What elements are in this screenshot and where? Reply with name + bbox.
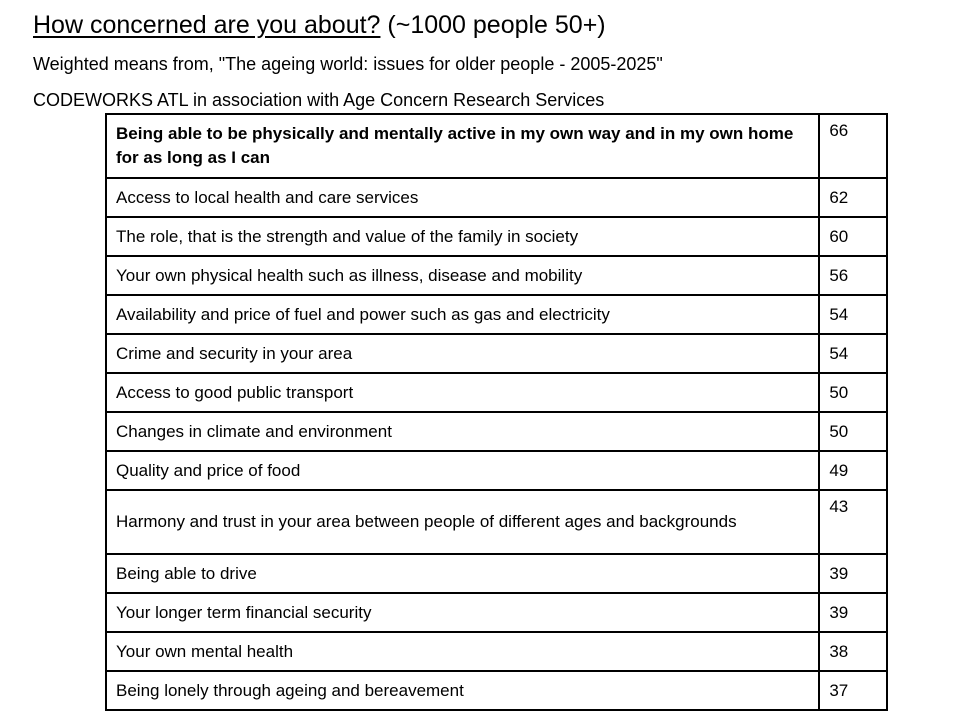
issue-cell: Access to good public transport [104,372,821,413]
table-row: Your own physical health such as illness… [104,255,888,296]
score-cell: 62 [818,177,888,218]
score-cell: 56 [818,255,888,296]
table-row: The role, that is the strength and value… [104,216,888,257]
score-cell: 54 [818,333,888,374]
table-row: Crime and security in your area 54 [104,333,888,374]
table-row: Quality and price of food 49 [104,450,888,491]
score-cell: 39 [818,592,888,633]
score-cell: 54 [818,294,888,335]
table-row: Being able to drive 39 [104,553,888,594]
issue-cell: Harmony and trust in your area between p… [104,489,821,555]
issue-cell: Crime and security in your area [104,333,821,374]
score-cell: 60 [818,216,888,257]
table-row: Being lonely through ageing and bereavem… [104,670,888,711]
score-cell: 43 [818,489,888,555]
table-row: Your own mental health 38 [104,631,888,672]
score-cell: 49 [818,450,888,491]
issue-cell: Being lonely through ageing and bereavem… [104,670,821,711]
issue-cell: Your longer term financial security [104,592,821,633]
score-cell: 37 [818,670,888,711]
table-row: Access to local health and care services… [104,177,888,218]
subtitle: Weighted means from, "The ageing world: … [33,54,663,74]
table-row: Harmony and trust in your area between p… [104,489,888,555]
issue-cell: Being able to be physically and mentally… [104,113,821,179]
concern-table: Being able to be physically and mentally… [104,113,888,711]
page-title: How concerned are you about? (~1000 peop… [33,10,606,40]
score-cell: 38 [818,631,888,672]
score-cell: 50 [818,372,888,413]
issue-cell: The role, that is the strength and value… [104,216,821,257]
table-row: Your longer term financial security 39 [104,592,888,633]
issue-cell: Being able to drive [104,553,821,594]
score-cell: 50 [818,411,888,452]
issue-cell: Your own physical health such as illness… [104,255,821,296]
table-row: Access to good public transport 50 [104,372,888,413]
title-main: How concerned are you about? [33,11,381,39]
issue-cell: Quality and price of food [104,450,821,491]
table-row: Changes in climate and environment 50 [104,411,888,452]
table-row: Availability and price of fuel and power… [104,294,888,335]
issue-cell: Your own mental health [104,631,821,672]
issue-cell: Changes in climate and environment [104,411,821,452]
issue-cell: Access to local health and care services [104,177,821,218]
title-sample-size: (~1000 people 50+) [380,11,606,39]
score-cell: 66 [818,113,888,179]
score-cell: 39 [818,553,888,594]
table-row: Being able to be physically and mentally… [104,113,888,179]
source-credit: CODEWORKS ATL in association with Age Co… [33,90,605,110]
issue-cell: Availability and price of fuel and power… [104,294,821,335]
